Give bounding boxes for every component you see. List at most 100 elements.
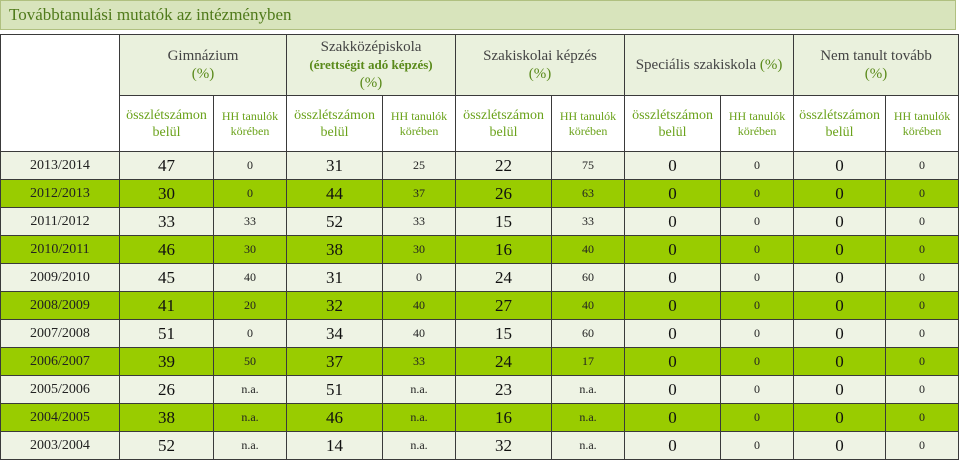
subheader-hh: HH tanulók körében [551, 95, 626, 152]
value-cell: 0 [212, 319, 288, 348]
subheader-line: körében [399, 123, 439, 138]
value-cell: 37 [286, 347, 384, 376]
value-cell: 0 [885, 207, 960, 236]
table-row: 2008/2009 41 20 32 40 27 40 0 0 0 0 [0, 291, 960, 320]
value-cell: 0 [793, 235, 887, 264]
value-cell: 0 [624, 207, 722, 236]
value-cell: 0 [793, 179, 887, 208]
value-cell: 51 [286, 375, 384, 404]
group-name: Gimnázium [167, 48, 239, 64]
subheader-total: összlétszámon belül [119, 95, 214, 152]
table-row: 2006/2007 39 50 37 33 24 17 0 0 0 0 [0, 347, 960, 376]
value-cell: 0 [720, 375, 795, 404]
table-row: 2007/2008 51 0 34 40 15 60 0 0 0 0 [0, 319, 960, 348]
value-cell: 45 [119, 263, 214, 292]
subheader-line: HH tanulók [728, 108, 786, 123]
value-cell: 75 [551, 151, 626, 180]
year-cell: 2008/2009 [0, 291, 120, 320]
group-name: Speciális szakiskola [635, 57, 757, 73]
value-cell: 0 [624, 263, 722, 292]
value-cell: 0 [720, 235, 795, 264]
value-cell: 24 [455, 347, 553, 376]
data-table: Gimnázium (%) Szakközépiskola (érettségi… [0, 34, 960, 460]
year-cell: 2006/2007 [0, 347, 120, 376]
subheader-total: összlétszámon belül [455, 95, 553, 152]
value-cell: 40 [382, 291, 457, 320]
value-cell: n.a. [212, 375, 288, 404]
subheader-line: összlétszámon [632, 107, 713, 123]
group-header-nem-tanult: Nem tanult tovább (%) [793, 34, 960, 96]
value-cell: 0 [793, 263, 887, 292]
value-cell: 0 [885, 179, 960, 208]
value-cell: 0 [624, 151, 722, 180]
subheader-line: belül [658, 124, 687, 140]
subheader-line: körében [902, 123, 942, 138]
group-subtitle: (érettségit adó képzés) [309, 57, 433, 72]
subheader-line: összlétszámon [126, 107, 207, 123]
subheader-total: összlétszámon belül [286, 95, 384, 152]
value-cell: 40 [212, 263, 288, 292]
value-cell: 41 [119, 291, 214, 320]
group-header-row: Gimnázium (%) Szakközépiskola (érettségi… [0, 34, 960, 152]
value-cell: 0 [793, 375, 887, 404]
table-body: 2013/2014 47 0 31 25 22 75 0 0 0 0 2012/2013 30 0 44 37… [0, 151, 960, 460]
value-cell: 0 [720, 151, 795, 180]
group-name: Szakiskolai képzés [483, 48, 597, 64]
group-header-szakiskolai: Szakiskolai képzés (%) [455, 34, 626, 96]
group-header-gimnazium: Gimnázium (%) [118, 34, 288, 96]
group-pct: (%) [528, 66, 552, 82]
subheader-hh: HH tanulók körében [885, 95, 960, 152]
value-cell: 60 [551, 263, 626, 292]
value-cell: 24 [455, 263, 553, 292]
value-cell: 0 [720, 403, 795, 432]
value-cell: 47 [119, 151, 214, 180]
subheader-line: belül [825, 124, 854, 140]
value-cell: 52 [286, 207, 384, 236]
value-cell: 0 [885, 375, 960, 404]
value-cell: 31 [286, 151, 384, 180]
value-cell: 22 [455, 151, 553, 180]
table-row: 2011/2012 33 33 52 33 15 33 0 0 0 0 [0, 207, 960, 236]
value-cell: 0 [624, 403, 722, 432]
year-cell: 2010/2011 [0, 235, 120, 264]
value-cell: 40 [382, 319, 457, 348]
group-pct: (%) [191, 66, 215, 82]
corner-cell [0, 34, 120, 152]
table-row: 2005/2006 26 n.a. 51 n.a. 23 n.a. 0 0 0 0 [0, 375, 960, 404]
value-cell: 51 [119, 319, 214, 348]
year-cell: 2011/2012 [0, 207, 120, 236]
value-cell: 34 [286, 319, 384, 348]
subheader-line: összlétszámon [463, 107, 544, 123]
year-cell: 2013/2014 [0, 151, 120, 180]
value-cell: 17 [551, 347, 626, 376]
group-header-specialis: Speciális szakiskola (%) [624, 34, 795, 96]
subheader-line: összlétszámon [799, 107, 880, 123]
value-cell: 0 [624, 347, 722, 376]
value-cell: 0 [624, 431, 722, 460]
subheader-line: belül [152, 124, 181, 140]
value-cell: 60 [551, 319, 626, 348]
value-cell: 0 [793, 403, 887, 432]
value-cell: 0 [212, 151, 288, 180]
year-cell: 2004/2005 [0, 403, 120, 432]
subheader-line: HH tanulók [390, 108, 448, 123]
year-cell: 2003/2004 [0, 431, 120, 460]
value-cell: 27 [455, 291, 553, 320]
group-pct: (%) [759, 57, 783, 73]
year-cell: 2007/2008 [0, 319, 120, 348]
value-cell: 0 [793, 319, 887, 348]
value-cell: 0 [624, 235, 722, 264]
value-cell: 0 [793, 291, 887, 320]
value-cell: 44 [286, 179, 384, 208]
value-cell: 0 [793, 431, 887, 460]
subheader-line: körében [737, 123, 777, 138]
value-cell: 15 [455, 207, 553, 236]
value-cell: 46 [119, 235, 214, 264]
value-cell: 0 [720, 207, 795, 236]
subheader-row: összlétszámon belül HH tanulók körében összl… [1, 95, 960, 152]
value-cell: 0 [624, 179, 722, 208]
group-header-szakkozepiskola: Szakközépiskola (érettségit adó képzés) … [286, 34, 457, 96]
value-cell: 52 [119, 431, 214, 460]
table-row: 2010/2011 46 30 38 30 16 40 0 0 0 0 [0, 235, 960, 264]
title-bar: Továbbtanulási mutatók az intézményben [0, 0, 956, 30]
